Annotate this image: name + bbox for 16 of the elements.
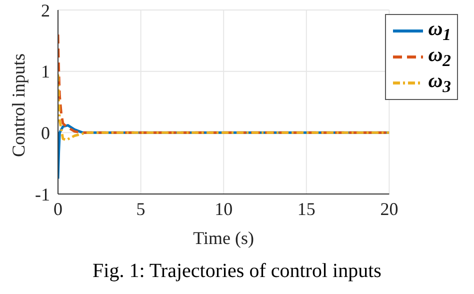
y-tick-label: 2 xyxy=(41,0,50,20)
x-tick-label: 5 xyxy=(136,198,146,219)
y-axis-title: Control inputs xyxy=(8,53,28,157)
caption: Fig. 1: Trajectories of control inputs xyxy=(92,260,382,283)
x-tick-label: 20 xyxy=(380,198,398,219)
x-tick-label: 15 xyxy=(297,198,316,219)
line-series xyxy=(58,73,390,142)
x-axis-title: Time (s) xyxy=(193,228,254,248)
y-tick-label: -1 xyxy=(35,184,50,204)
x-tick-label: 0 xyxy=(54,198,62,219)
x-tick-label: 10 xyxy=(214,198,233,219)
legend-label: ω$_{2}$ xyxy=(428,44,451,70)
y-tick-label: 0 xyxy=(41,123,50,144)
legend-label: ω$_{1}$ xyxy=(428,18,451,44)
legend-label: ω$_{3}$ xyxy=(428,70,451,96)
y-tick-label: 1 xyxy=(41,62,50,82)
